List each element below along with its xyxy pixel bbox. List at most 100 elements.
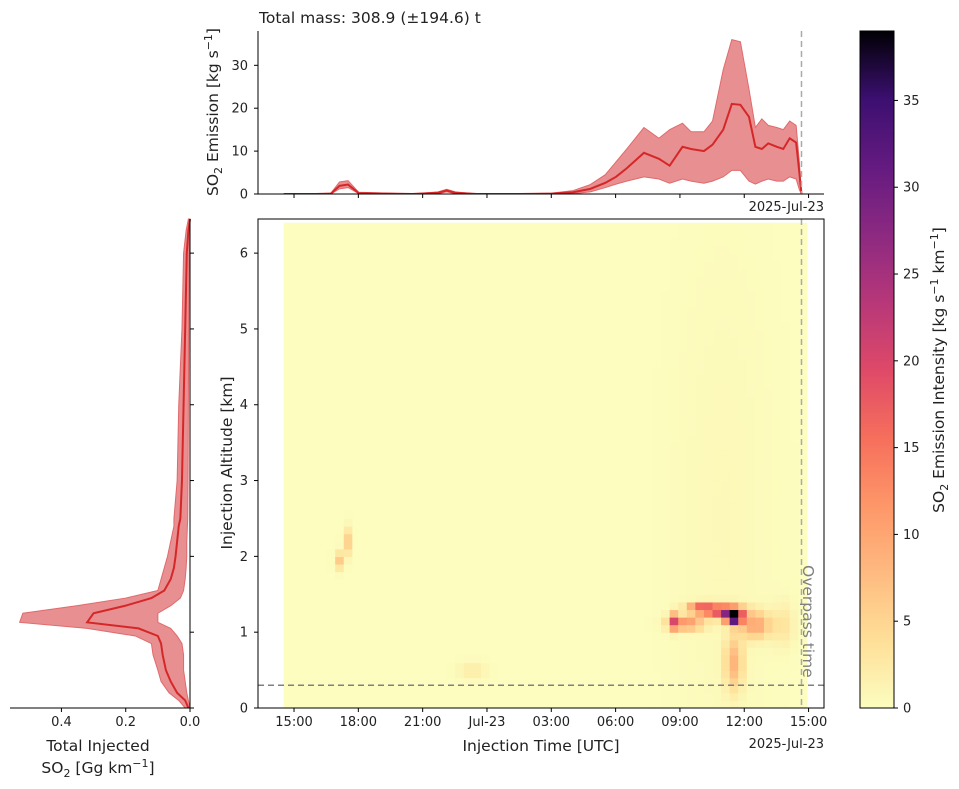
heatmap-cell [558,510,568,520]
heatmap-cell [592,594,602,603]
heatmap-cell [438,457,448,466]
heatmap-cell [635,442,645,451]
heatmap-cell [609,359,619,368]
heatmap-cell [558,427,568,436]
heatmap-cell [772,624,782,633]
heatmap-cell [395,670,405,679]
heatmap-cell [549,291,559,300]
heatmap-cell [429,465,439,474]
heatmap-cell [412,601,422,611]
heatmap-cell [532,571,542,580]
heatmap-cell [609,556,619,565]
heatmap-cell [652,283,662,292]
heatmap-cell [438,685,448,694]
heatmap-cell [335,488,345,497]
heatmap-cell [369,253,379,262]
heatmap-cell [729,397,739,406]
heatmap-cell [583,465,594,474]
heatmap-cell [438,609,448,618]
heatmap-cell [480,404,491,413]
overpass-label: Overpass time [799,565,817,678]
heatmap-cell [463,563,473,573]
heatmap-cell [429,662,439,671]
heatmap-cell [686,253,696,262]
heatmap-cell [309,662,319,671]
heatmap-cell [506,435,516,444]
heatmap-cell [489,275,499,285]
heatmap-cell [541,579,551,588]
heatmap-cell [678,457,688,466]
heatmap-cell [601,654,611,664]
heatmap-cell [515,632,525,641]
heatmap-cell [781,351,791,360]
heatmap-cell [772,275,782,285]
heatmap-cell [429,222,439,231]
heatmap-cell [738,472,748,482]
heatmap-cell [789,450,799,459]
heatmap-cell [746,419,756,429]
heatmap-cell [326,328,336,338]
heatmap-cell [798,328,808,338]
heatmap-cell [300,382,311,391]
main-reference-lines [258,219,824,708]
heatmap-cell [300,632,311,641]
heatmap-cell [703,412,714,421]
heatmap-cell [566,495,576,504]
heatmap-cell [635,419,645,429]
heatmap-cell [283,518,293,527]
heatmap-cell [446,510,456,520]
heatmap-cell [635,472,645,482]
heatmap-cell [403,412,413,421]
heatmap-cell [523,692,534,702]
heatmap-cell [360,601,371,611]
heatmap-cell [292,632,302,641]
heatmap-cell [326,336,336,345]
heatmap-cell [335,472,345,482]
heatmap-cell [360,306,371,315]
heatmap-cell [472,260,482,269]
heatmap-cell [789,654,799,664]
heatmap-cell [652,442,662,451]
heatmap-cell [772,427,782,436]
heatmap-cell [386,556,396,565]
heatmap-cell [309,541,319,550]
heatmap-cell [420,541,431,550]
heatmap-cell [360,260,371,269]
heatmap-cell [523,624,534,633]
heatmap-cell [643,579,654,588]
heatmap-cell [343,382,353,391]
heatmap-cell [541,503,551,512]
heatmap-cell [335,556,345,565]
heatmap-cell [463,397,473,406]
heatmap-cell [498,510,508,520]
heatmap-cell [378,677,388,686]
heatmap-cell [635,647,645,656]
heatmap-cell [558,450,568,459]
heatmap-cell [643,526,654,535]
heatmap-cell [343,275,353,285]
heatmap-cell [609,336,619,345]
heatmap-cell [403,662,413,671]
heatmap-cell [575,404,585,413]
heatmap-cell [566,253,576,262]
heatmap-cell [549,450,559,459]
heatmap-cell [652,639,662,648]
heatmap-cell [369,313,379,322]
heatmap-cell [429,268,439,277]
heatmap-cell [541,283,551,292]
heatmap-cell [763,412,774,421]
heatmap-cell [309,503,319,512]
heatmap-cell [300,594,311,603]
heatmap-cell [343,662,353,671]
heatmap-cell [601,556,611,565]
heatmap-cell [523,457,534,466]
heatmap-cell [789,609,799,618]
heatmap-cell [326,321,336,330]
heatmap-cell [300,404,311,413]
heatmap-cell [798,230,808,239]
heatmap-cell [643,563,654,573]
heatmap-cell [429,435,439,444]
heatmap-cell [763,503,774,512]
heatmap-cell [772,230,782,239]
heatmap-cell [549,617,559,626]
